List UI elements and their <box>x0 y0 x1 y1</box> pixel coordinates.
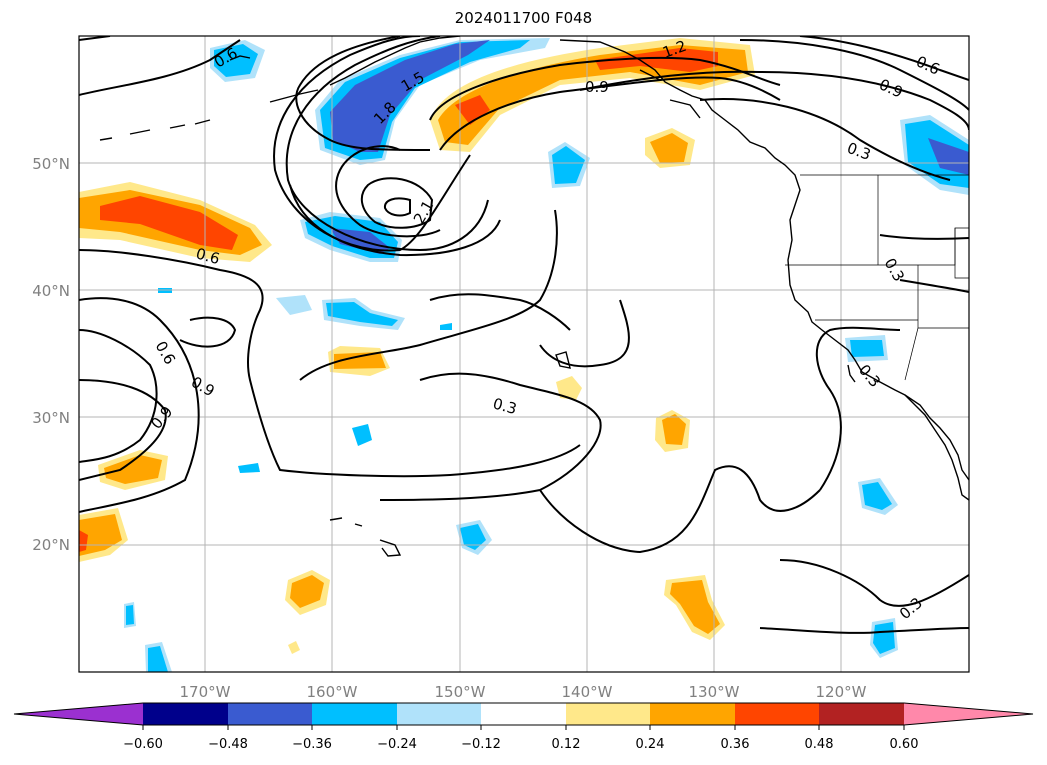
contour-label: 0.9 <box>147 403 176 433</box>
lat-tick-label: 30°N <box>32 409 70 427</box>
contour-label: 0.9 <box>876 75 905 101</box>
lon-tick-label: 140°W <box>562 683 613 701</box>
negative-anomaly-region <box>552 146 585 184</box>
negative-anomaly-region <box>126 605 134 625</box>
colorbar-segment <box>228 703 312 725</box>
negative-anomaly-region <box>440 323 452 330</box>
colorbar-extend-low <box>14 703 143 725</box>
negative-anomaly-region <box>862 482 892 510</box>
contour-label: 0.6 <box>152 338 180 368</box>
lon-tick-label: 160°W <box>307 683 358 701</box>
positive-anomaly-region <box>79 530 88 552</box>
contour-label: 0.3 <box>845 139 874 164</box>
negative-anomaly-region <box>850 340 884 357</box>
contour-label: 2.1 <box>410 197 438 227</box>
positive-anomaly-region <box>556 376 582 400</box>
lon-tick-label: 170°W <box>180 683 231 701</box>
negative-anomaly-region <box>276 295 312 315</box>
lon-tick-label: 130°W <box>689 683 740 701</box>
contour-label: 0.3 <box>491 394 519 418</box>
colorbar-segment <box>566 703 650 725</box>
coastlines <box>99 36 969 557</box>
positive-anomaly-region <box>438 45 748 145</box>
colorbar-segment <box>312 703 397 725</box>
state-borders <box>785 174 969 381</box>
colorbar-segment <box>735 703 819 725</box>
colorbar-tick-label: 0.60 <box>890 737 919 752</box>
colorbar-tick-label: −0.48 <box>208 737 248 752</box>
shaded-field <box>79 38 969 672</box>
gridlines <box>79 36 969 672</box>
colorbar-segment <box>650 703 735 725</box>
colorbar-extend-high <box>904 703 1033 725</box>
lon-tick-label: 120°W <box>816 683 867 701</box>
lat-tick-label: 50°N <box>32 155 70 173</box>
positive-anomaly-region <box>595 48 718 72</box>
contour-label: 0.3 <box>896 594 926 623</box>
colorbar-tick-label: 0.24 <box>636 737 665 752</box>
positive-anomaly-region <box>455 95 490 125</box>
negative-anomaly-region <box>330 40 490 152</box>
lat-tick-label: 20°N <box>32 536 70 554</box>
contour-lines <box>79 36 969 634</box>
contour-label: 0.6 <box>194 244 222 268</box>
negative-anomaly-region <box>214 44 258 77</box>
colorbar-tick-label: −0.24 <box>377 737 417 752</box>
negative-anomaly-region <box>460 524 486 550</box>
colorbar-segment <box>397 703 481 725</box>
colorbar: −0.60 −0.48 −0.36 −0.24 −0.12 0.12 0.24 … <box>13 702 1034 752</box>
lon-axis: 170°W 160°W 150°W 140°W 130°W 120°W <box>180 683 867 701</box>
colorbar-segment <box>481 703 566 725</box>
colorbar-tick-label: −0.12 <box>461 737 501 752</box>
positive-anomaly-region <box>650 133 688 163</box>
positive-anomaly-region <box>100 196 238 250</box>
positive-anomaly-region <box>288 641 300 654</box>
colorbar-tick-label: −0.60 <box>123 737 163 752</box>
negative-anomaly-region <box>238 463 260 473</box>
map-title: 2024011700 F048 <box>454 9 593 27</box>
negative-anomaly-region <box>928 138 969 175</box>
positive-anomaly-region <box>334 352 386 369</box>
map-frame <box>78 35 970 673</box>
contour-label: 0.6 <box>913 52 942 78</box>
colorbar-tick-label: 0.12 <box>552 737 581 752</box>
positive-anomaly-region <box>104 455 162 484</box>
colorbar-segment <box>143 703 228 725</box>
colorbar-segment <box>819 703 904 725</box>
lat-axis: 20°N 30°N 40°N 50°N <box>32 155 70 554</box>
colorbar-tick-label: −0.36 <box>292 737 332 752</box>
colorbar-tick-label: 0.36 <box>721 737 750 752</box>
positive-anomaly-region <box>670 580 720 634</box>
contour-label: 0.9 <box>585 78 609 96</box>
positive-anomaly-region <box>662 414 686 445</box>
negative-anomaly-region <box>148 646 168 672</box>
contour-label: 0.9 <box>188 373 218 401</box>
negative-anomaly-region <box>352 424 372 446</box>
colorbar-tick-label: 0.48 <box>805 737 834 752</box>
negative-anomaly-region <box>873 622 895 654</box>
contour-label: 0.3 <box>855 361 884 391</box>
positive-anomaly-region <box>290 575 324 608</box>
lat-tick-label: 40°N <box>32 282 70 300</box>
contour-labels: 0.9 0.6 0.9 0.6 0.3 0.6 1.2 0.9 0.9 0.6 … <box>147 37 942 623</box>
lon-tick-label: 150°W <box>435 683 486 701</box>
negative-anomaly-region <box>326 302 398 326</box>
